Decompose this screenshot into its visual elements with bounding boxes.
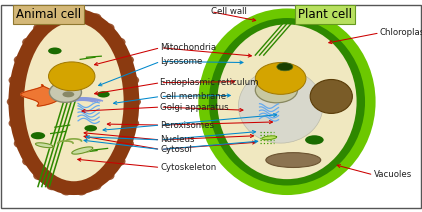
Ellipse shape <box>103 23 114 32</box>
Ellipse shape <box>49 82 81 102</box>
Polygon shape <box>35 143 53 148</box>
Ellipse shape <box>46 13 58 22</box>
Ellipse shape <box>217 24 357 179</box>
Ellipse shape <box>310 80 352 113</box>
Ellipse shape <box>103 171 114 180</box>
Text: Cell wall: Cell wall <box>211 7 247 16</box>
Circle shape <box>31 132 45 139</box>
Ellipse shape <box>33 23 45 32</box>
Text: Animal cell: Animal cell <box>16 8 81 21</box>
Ellipse shape <box>114 38 126 47</box>
Ellipse shape <box>22 157 34 166</box>
Circle shape <box>48 47 62 54</box>
Ellipse shape <box>255 63 306 94</box>
Ellipse shape <box>114 157 126 166</box>
Polygon shape <box>262 136 277 140</box>
Ellipse shape <box>89 13 101 22</box>
Ellipse shape <box>122 56 134 64</box>
Ellipse shape <box>7 97 19 106</box>
Text: Vacuoles: Vacuoles <box>373 170 412 179</box>
Text: Mitochondria: Mitochondria <box>160 43 216 52</box>
Ellipse shape <box>127 119 139 128</box>
Circle shape <box>62 91 74 97</box>
Circle shape <box>97 91 110 98</box>
Ellipse shape <box>8 8 139 195</box>
Text: Cytosol: Cytosol <box>160 145 192 154</box>
Text: Golgi apparatus: Golgi apparatus <box>160 103 229 112</box>
Text: Lysosome: Lysosome <box>160 57 203 66</box>
Polygon shape <box>72 147 93 154</box>
Circle shape <box>277 63 293 71</box>
Ellipse shape <box>8 119 20 128</box>
Text: Plant cell: Plant cell <box>298 8 352 21</box>
Ellipse shape <box>75 187 87 195</box>
Text: Peroxisomes: Peroxisomes <box>160 121 214 130</box>
Ellipse shape <box>14 56 26 64</box>
Text: Cell membrane: Cell membrane <box>160 92 227 101</box>
Text: Chloroplasts: Chloroplasts <box>380 28 422 37</box>
Circle shape <box>84 125 97 131</box>
Ellipse shape <box>129 97 141 106</box>
Ellipse shape <box>61 187 73 195</box>
Ellipse shape <box>266 153 321 167</box>
Ellipse shape <box>238 69 323 143</box>
Ellipse shape <box>122 139 134 148</box>
Text: Cytoskeleton: Cytoskeleton <box>160 163 216 172</box>
Circle shape <box>305 135 324 145</box>
Ellipse shape <box>49 62 95 91</box>
Ellipse shape <box>8 76 20 85</box>
Ellipse shape <box>61 8 73 17</box>
Ellipse shape <box>198 8 376 195</box>
Ellipse shape <box>46 181 58 190</box>
Text: Nucleus: Nucleus <box>160 135 195 144</box>
Ellipse shape <box>255 77 298 103</box>
Text: Endoplasmic reticulum: Endoplasmic reticulum <box>160 78 259 87</box>
Polygon shape <box>21 85 60 106</box>
Ellipse shape <box>24 22 124 181</box>
Ellipse shape <box>75 8 87 17</box>
Ellipse shape <box>89 181 101 190</box>
Ellipse shape <box>22 38 34 47</box>
Ellipse shape <box>209 18 365 186</box>
Ellipse shape <box>14 139 26 148</box>
Ellipse shape <box>33 171 45 180</box>
Ellipse shape <box>127 76 139 85</box>
